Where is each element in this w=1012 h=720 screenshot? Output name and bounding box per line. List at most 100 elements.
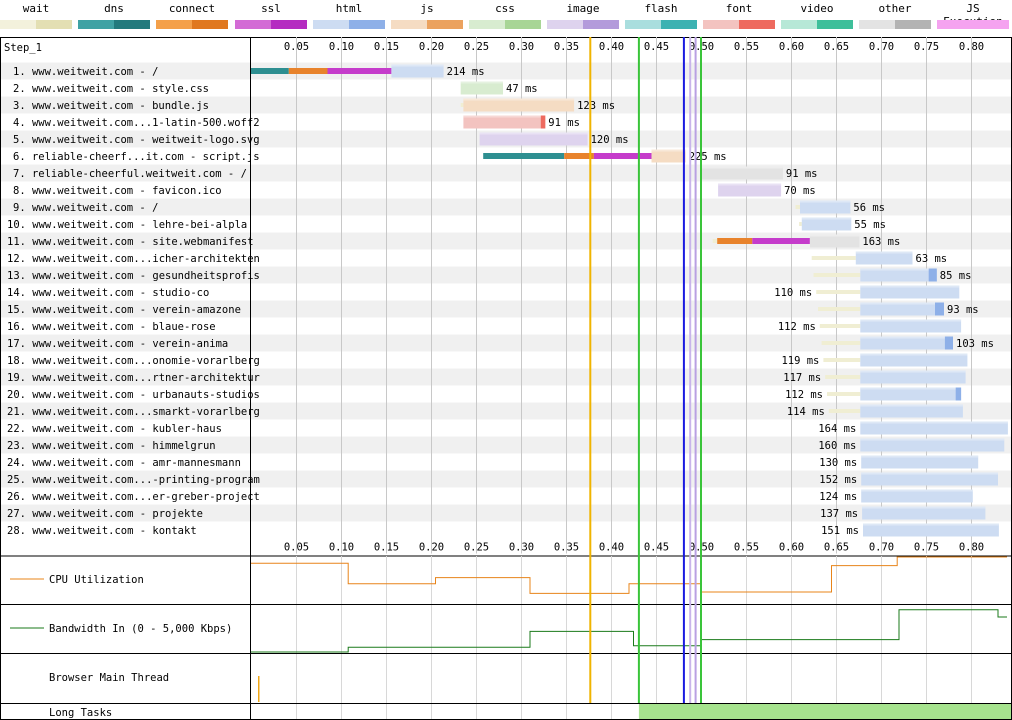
request-bar-main — [800, 200, 851, 214]
timing-marker — [637, 37, 640, 703]
request-label: 11. www.weitweit.com - site.webmanifest — [7, 236, 254, 248]
request-bar-recv — [540, 115, 546, 129]
request-bar-main — [863, 523, 999, 537]
request-bar-main — [860, 438, 1005, 452]
tick-label-bottom: 0.10 — [329, 542, 354, 554]
request-label: 19. www.weitweit.com...rtner-architektur — [7, 372, 260, 384]
bar-highlight — [460, 81, 503, 84]
request-bar-main — [860, 387, 962, 401]
tick-label-top: 0.30 — [509, 41, 534, 53]
tick-label-bottom: 0.60 — [779, 542, 804, 554]
tick-label-top: 0.10 — [329, 41, 354, 53]
request-duration: 114 ms — [787, 406, 825, 418]
request-duration: 123 ms — [577, 100, 615, 112]
request-duration: 124 ms — [819, 491, 857, 503]
request-bar-recv — [944, 336, 953, 350]
main-thread-activity — [258, 676, 260, 702]
row-stripe — [1, 436, 1011, 454]
cpu-line — [251, 556, 1007, 594]
request-bar-main — [718, 183, 782, 197]
request-bar-main — [861, 455, 979, 469]
request-duration: 112 ms — [785, 389, 823, 401]
legend-swatch — [703, 20, 775, 29]
legend-item-font: font — [703, 0, 775, 34]
bar-highlight — [860, 268, 937, 271]
request-label: 15. www.weitweit.com - verein-amazone — [7, 304, 241, 316]
request-duration: 47 ms — [506, 83, 538, 95]
legend-label: css — [495, 2, 515, 15]
bar-highlight — [391, 64, 444, 67]
request-label: 8. www.weitweit.com - favicon.ico — [13, 185, 222, 197]
request-bar-main — [861, 489, 973, 503]
request-bar-connect — [288, 68, 328, 74]
legend-label: other — [878, 2, 912, 15]
bar-highlight — [861, 455, 979, 458]
request-bar-main — [801, 217, 852, 231]
long-tasks-label: Long Tasks — [49, 707, 112, 719]
request-bar-main — [860, 353, 968, 367]
request-bar-dns — [251, 68, 289, 74]
request-label: 4. www.weitweit.com...1-latin-500.woff2 — [13, 117, 260, 129]
request-duration: 117 ms — [783, 372, 821, 384]
tick-label-bottom: 0.45 — [644, 542, 669, 554]
request-bar-wait — [821, 341, 861, 345]
request-duration: 163 ms — [862, 236, 900, 248]
bar-highlight — [701, 166, 783, 169]
tick-label-bottom: 0.80 — [959, 542, 984, 554]
request-duration: 85 ms — [940, 270, 972, 282]
tick-label-top: 0.15 — [374, 41, 399, 53]
request-label: 10. www.weitweit.com - lehre-bei-alpla — [7, 219, 247, 231]
request-bar-main — [463, 98, 575, 112]
row-stripe — [1, 232, 1011, 250]
bar-highlight — [479, 132, 588, 135]
step-label: Step_1 — [4, 42, 42, 54]
request-label: 1. www.weitweit.com - / — [13, 66, 158, 78]
legend-swatch — [313, 20, 385, 29]
request-label: 17. www.weitweit.com - verein-anima — [7, 338, 228, 350]
bar-highlight — [651, 149, 686, 152]
bar-highlight — [718, 183, 782, 186]
row-stripe — [1, 470, 1011, 488]
legend-item-wait: wait — [0, 0, 72, 34]
request-bar-main — [479, 132, 588, 146]
tick-label-bottom: 0.70 — [869, 542, 894, 554]
legend-item-image: image — [547, 0, 619, 34]
row-stripe — [1, 368, 1011, 386]
tick-label-top: 0.05 — [284, 41, 309, 53]
request-bar-wait — [816, 290, 861, 294]
request-bar-dns — [483, 153, 565, 159]
request-duration: 151 ms — [821, 525, 859, 537]
request-bar-main — [860, 302, 944, 316]
request-label: 28. www.weitweit.com - kontakt — [7, 525, 197, 537]
request-duration: 63 ms — [916, 253, 948, 265]
request-label: 13. www.weitweit.com - gesundheitsprofis — [7, 270, 260, 282]
bar-highlight — [860, 404, 963, 407]
request-label: 18. www.weitweit.com...onomie-vorarlberg — [7, 355, 260, 367]
request-duration: 160 ms — [818, 440, 856, 452]
tick-label-bottom: 0.40 — [599, 542, 624, 554]
request-bar-main — [460, 81, 503, 95]
legend-label: font — [725, 2, 753, 15]
legend-swatch — [0, 20, 72, 29]
bar-highlight — [862, 506, 986, 509]
request-label: 23. www.weitweit.com - himmelgrun — [7, 440, 216, 452]
request-label: 6. reliable-cheerf...it.com - script.js — [13, 151, 260, 163]
request-duration: 103 ms — [956, 338, 994, 350]
request-bar-wait — [813, 273, 861, 277]
legend-item-css: css — [469, 0, 541, 34]
request-bar-wait — [460, 103, 464, 107]
request-bar-main — [860, 319, 962, 333]
legend-label: connect — [168, 2, 216, 15]
main-thread-label: Browser Main Thread — [49, 672, 169, 684]
request-duration: 93 ms — [947, 304, 979, 316]
request-bar-main — [860, 285, 960, 299]
legend-swatch — [391, 20, 463, 29]
bar-highlight — [800, 200, 851, 203]
request-duration: 110 ms — [774, 287, 812, 299]
tick-label-top: 0.70 — [869, 41, 894, 53]
request-bar-wait — [819, 324, 861, 328]
legend-label: flash — [644, 2, 678, 15]
row-stripe — [1, 402, 1011, 420]
bar-highlight — [463, 115, 546, 118]
